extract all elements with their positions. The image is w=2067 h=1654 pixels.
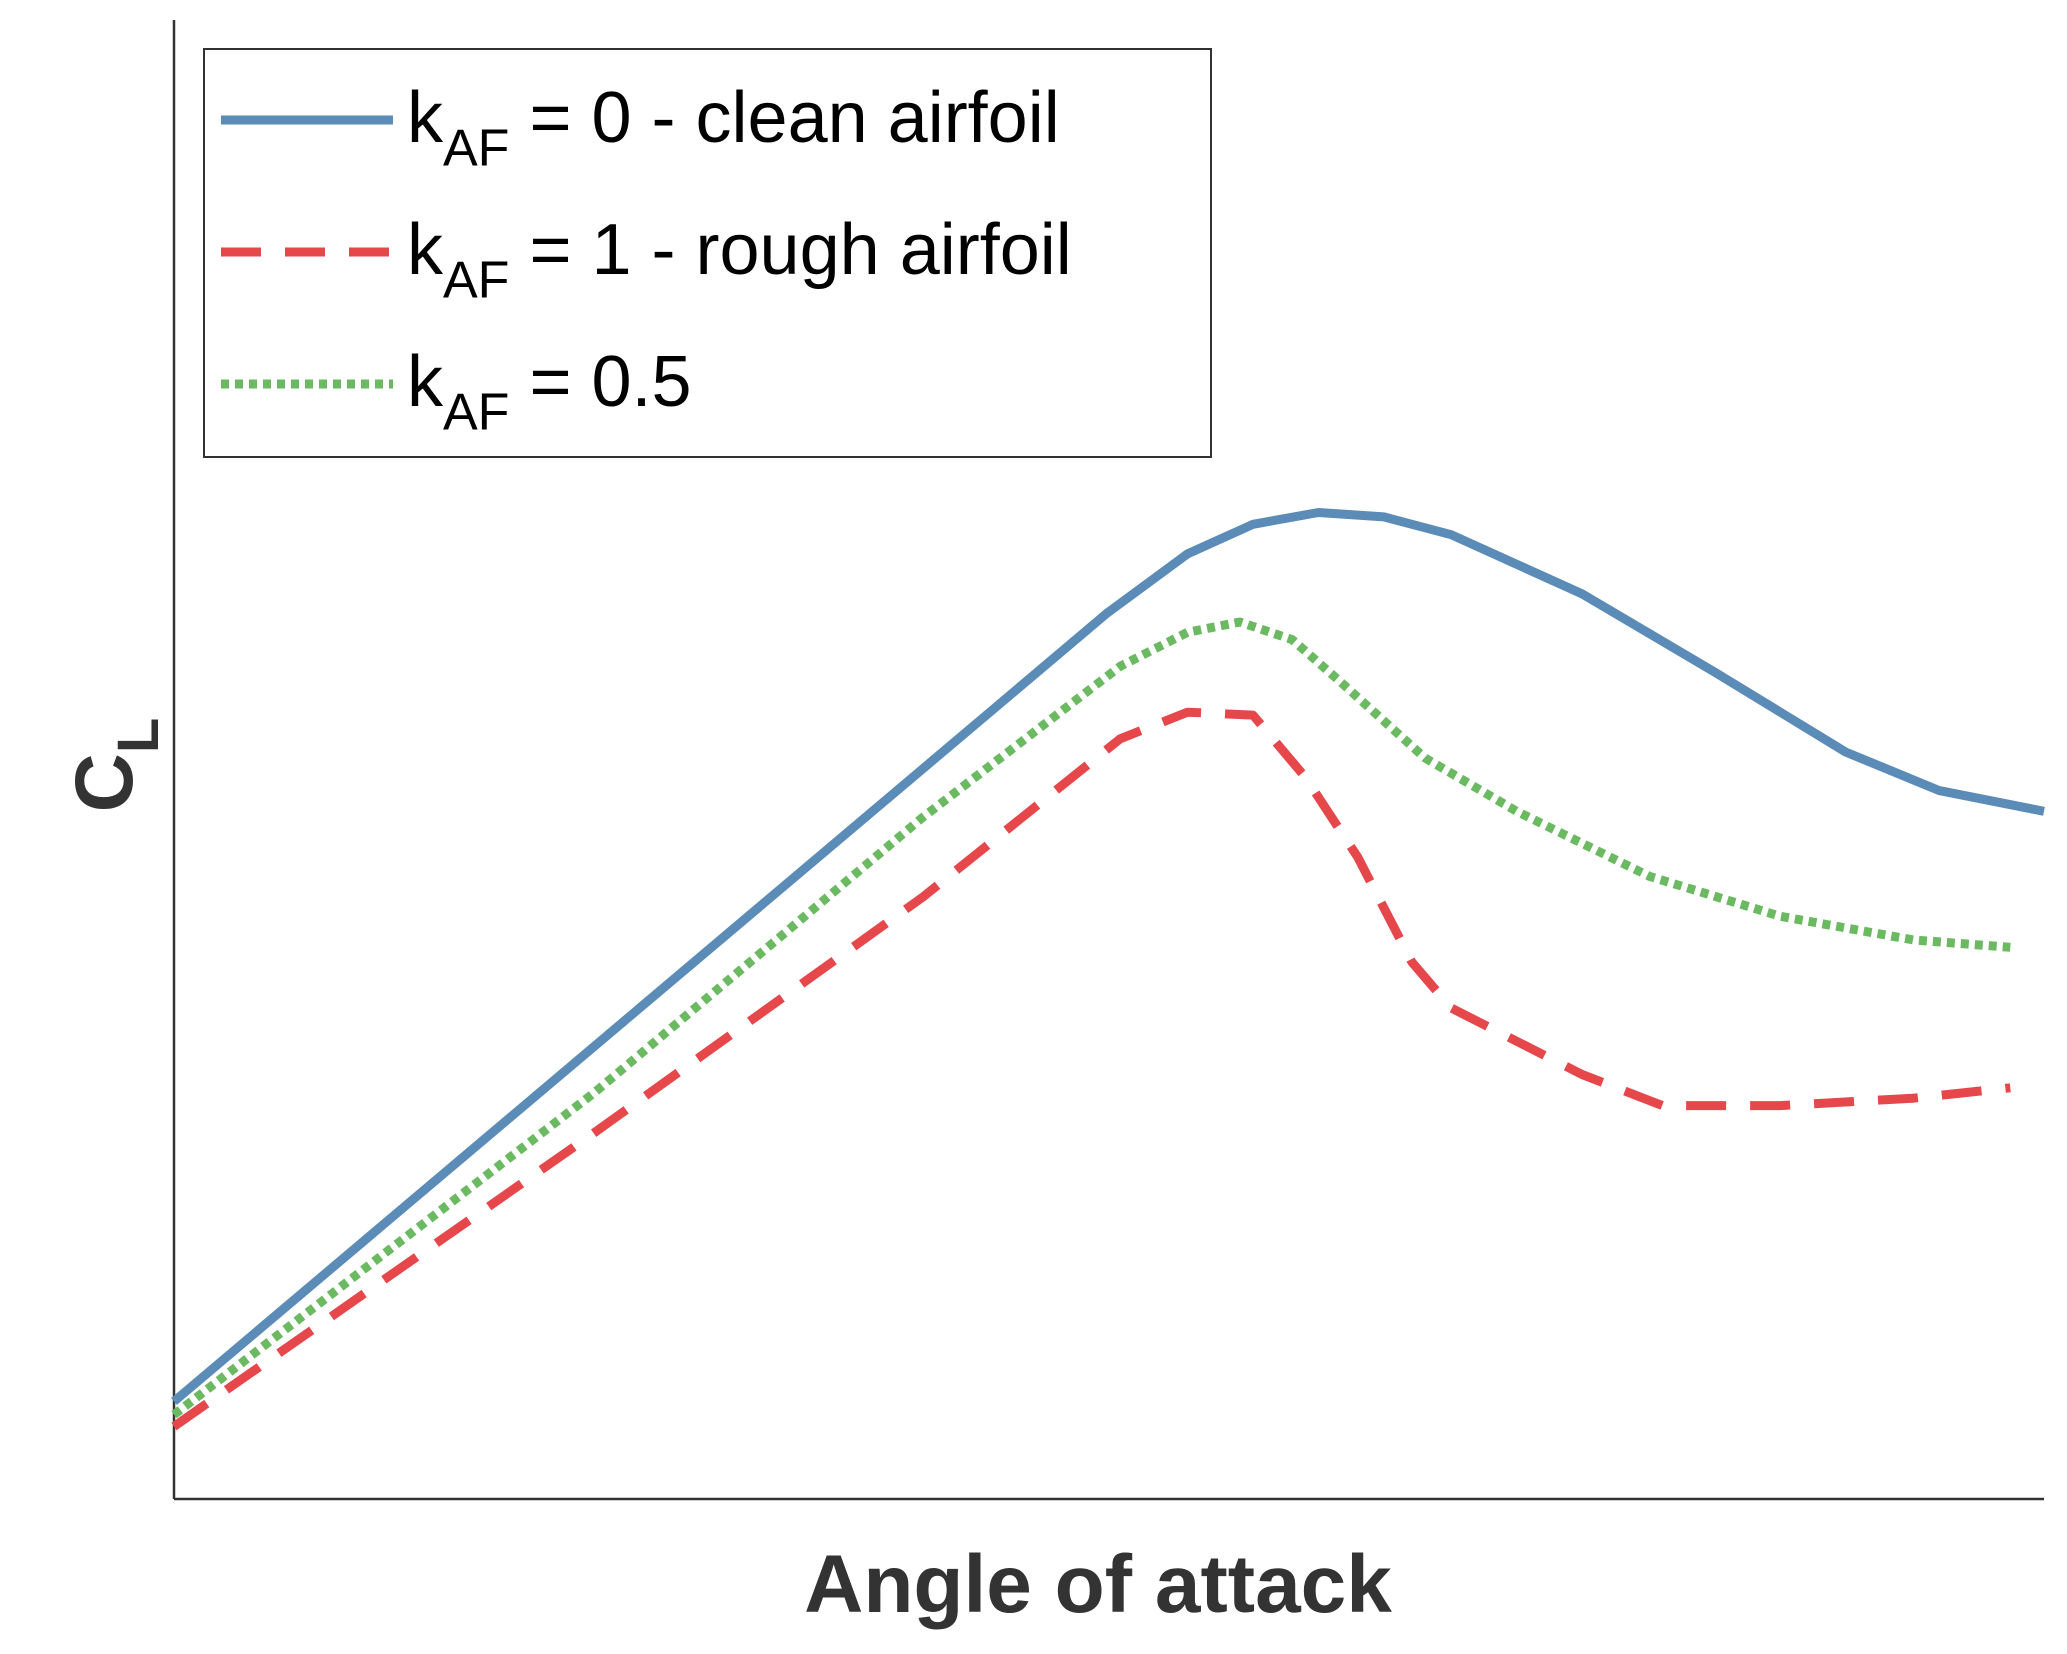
x-axis-label: Angle of attack	[804, 1539, 1392, 1630]
series-line	[171, 707, 2011, 1431]
series-line	[171, 508, 2045, 1405]
legend-label: kAF = 0 - clean airfoil	[407, 78, 1060, 177]
y-axis-label: CL	[59, 718, 171, 813]
legend-label: kAF = 1 - rough airfoil	[407, 210, 1072, 309]
series-line	[171, 617, 2011, 1419]
legend-label: kAF = 0.5	[407, 342, 692, 441]
